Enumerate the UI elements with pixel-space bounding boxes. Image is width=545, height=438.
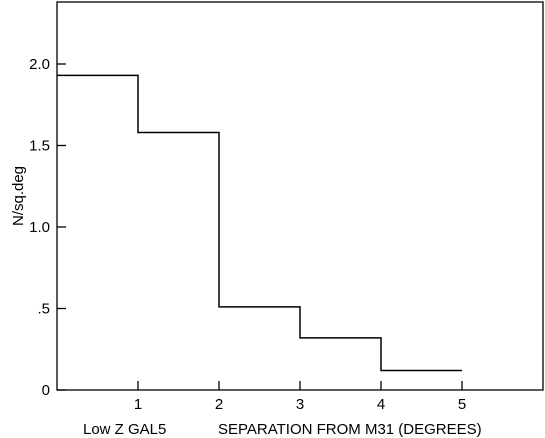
y-tick-label: 2.0 — [29, 56, 50, 73]
y-axis-label: N/sq.deg — [10, 166, 27, 226]
y-tick-label: 0 — [42, 382, 50, 399]
y-axis: 0 .5 1.0 1.5 2.0 — [29, 56, 66, 399]
x-axis: 1 2 3 4 5 — [134, 381, 466, 413]
x-axis-label-left: Low Z GAL5 — [83, 421, 166, 438]
x-tick-label: 1 — [134, 396, 142, 413]
y-tick-label: 1.0 — [29, 219, 50, 236]
x-tick-label: 5 — [458, 396, 466, 413]
x-tick-label: 4 — [377, 396, 385, 413]
y-tick-label: 1.5 — [29, 138, 50, 155]
y-tick-label: .5 — [37, 301, 50, 318]
x-tick-label: 2 — [215, 396, 223, 413]
histogram-step-line — [57, 74, 462, 372]
x-axis-label: SEPARATION FROM M31 (DEGREES) — [218, 421, 482, 438]
x-tick-label: 3 — [296, 396, 304, 413]
